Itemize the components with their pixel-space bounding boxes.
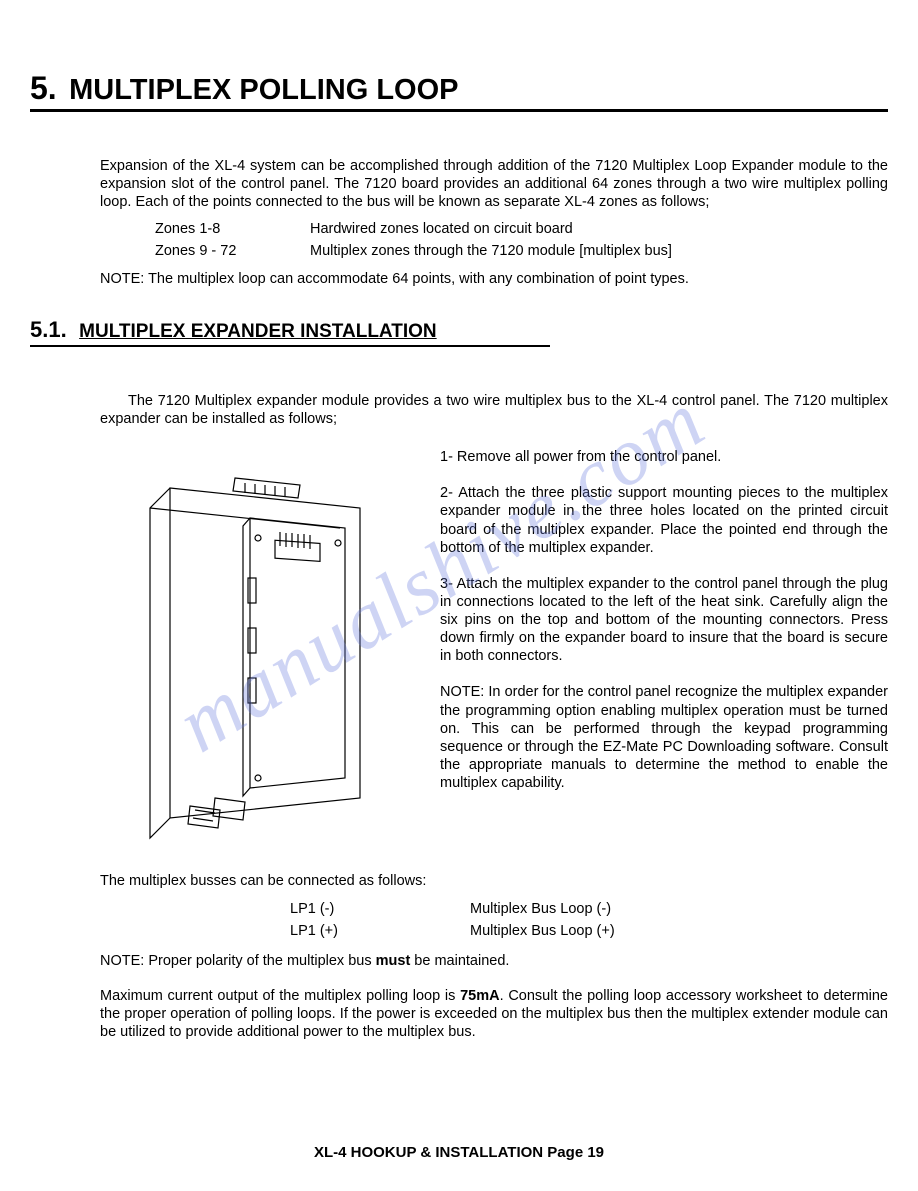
zone-desc: Multiplex zones through the 7120 module … [310, 241, 888, 263]
note-post: be maintained. [410, 953, 509, 969]
subsection-intro: The 7120 Multiplex expander module provi… [100, 392, 888, 428]
steps-column: 1- Remove all power from the control pan… [440, 448, 888, 853]
final-paragraph: Maximum current output of the multiplex … [100, 987, 888, 1041]
section-title: MULTIPLEX POLLING LOOP [69, 74, 458, 106]
note-bold: must [376, 953, 411, 969]
bus-intro-text: The multiplex busses can be connected as… [100, 873, 888, 889]
bus-label: LP1 (+) [290, 921, 470, 943]
bus-desc: Multiplex Bus Loop (-) [470, 899, 611, 921]
final-bold: 75mA [460, 988, 500, 1004]
bus-desc: Multiplex Bus Loop (+) [470, 921, 615, 943]
subsection-header-wrap: 5.1. MULTIPLEX EXPANDER INSTALLATION [30, 317, 888, 392]
final-pre: Maximum current output of the multiplex … [100, 988, 460, 1004]
zone-label: Zones 9 - 72 [155, 241, 310, 263]
intro-paragraph: Expansion of the XL-4 system can be acco… [100, 157, 888, 211]
page-footer: XL-4 HOOKUP & INSTALLATION Page 19 [0, 1144, 918, 1161]
subsection-header: 5.1. MULTIPLEX EXPANDER INSTALLATION [30, 317, 550, 347]
zone-desc: Hardwired zones located on circuit board [310, 219, 888, 241]
zone-table: Zones 1-8 Hardwired zones located on cir… [155, 219, 888, 263]
table-row: LP1 (+) Multiplex Bus Loop (+) [290, 921, 888, 943]
bus-label: LP1 (-) [290, 899, 470, 921]
two-column-layout: 1- Remove all power from the control pan… [100, 448, 888, 853]
expander-diagram [100, 448, 420, 848]
note-text: NOTE: The multiplex loop can accommodate… [100, 271, 888, 287]
step-text: 1- Remove all power from the control pan… [440, 448, 888, 466]
subsection-number: 5.1. [30, 317, 67, 342]
subsection-title: MULTIPLEX EXPANDER INSTALLATION [79, 321, 436, 342]
step-note: NOTE: In order for the control panel rec… [440, 683, 888, 792]
table-row: LP1 (-) Multiplex Bus Loop (-) [290, 899, 888, 921]
page-content: 5. MULTIPLEX POLLING LOOP Expansion of t… [30, 70, 888, 1041]
diagram-column [100, 448, 420, 853]
step-text: 2- Attach the three plastic support moun… [440, 484, 888, 557]
bus-table: LP1 (-) Multiplex Bus Loop (-) LP1 (+) M… [290, 899, 888, 943]
zone-label: Zones 1-8 [155, 219, 310, 241]
section-number: 5. [30, 70, 57, 106]
polarity-note: NOTE: Proper polarity of the multiplex b… [100, 953, 888, 969]
step-text: 3- Attach the multiplex expander to the … [440, 575, 888, 666]
note-pre: NOTE: Proper polarity of the multiplex b… [100, 953, 376, 969]
table-row: Zones 1-8 Hardwired zones located on cir… [155, 219, 888, 241]
section-header: 5. MULTIPLEX POLLING LOOP [30, 70, 888, 112]
table-row: Zones 9 - 72 Multiplex zones through the… [155, 241, 888, 263]
